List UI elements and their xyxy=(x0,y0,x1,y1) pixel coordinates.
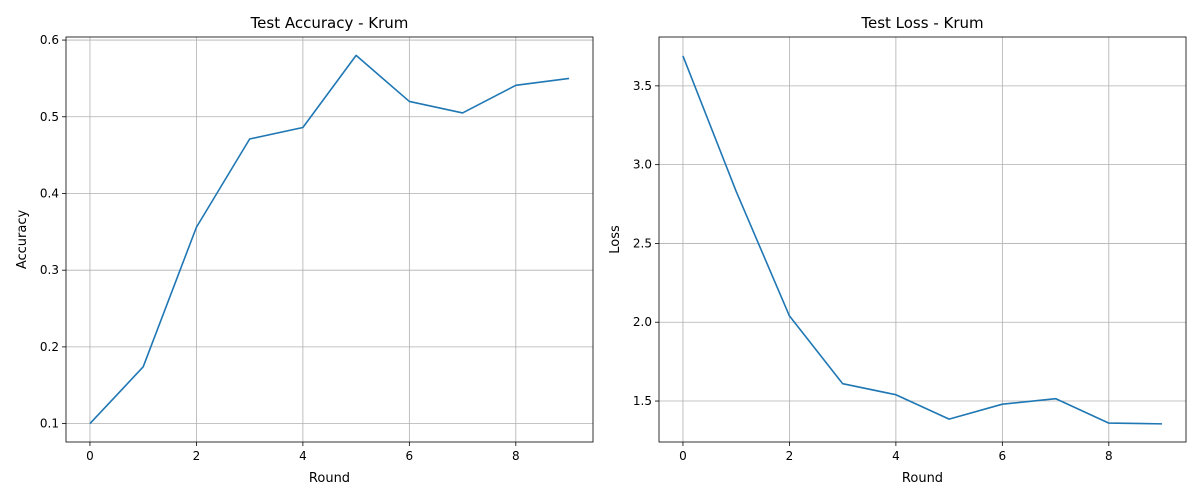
x-axis-label: Round xyxy=(902,471,943,486)
x-tick-label: 0 xyxy=(679,449,687,463)
y-tick-label: 2.5 xyxy=(633,236,652,250)
y-tick-label: 3.5 xyxy=(633,79,652,93)
loss-chart: 0 2 4 6 8 1.5 2.0 2.5 3.0 3.5 Test Loss - Krum Roun… xyxy=(608,14,1187,486)
y-tick-label: 0.1 xyxy=(40,417,59,431)
accuracy-chart: 0 2 4 6 8 0.1 0.2 0.3 0.4 0.5 0.6 Test Accuracy - K… xyxy=(15,14,594,486)
y-tick-label: 3.0 xyxy=(633,158,652,172)
x-tick-label: 2 xyxy=(193,449,201,463)
x-tick-label: 8 xyxy=(512,449,520,463)
y-tick-label: 0.3 xyxy=(40,263,59,277)
x-tick-label: 8 xyxy=(1105,449,1113,463)
y-tick-label: 0.6 xyxy=(40,33,59,47)
y-tick-label: 0.4 xyxy=(40,186,59,200)
y-axis-label: Loss xyxy=(608,225,623,254)
plot-frame xyxy=(65,36,594,443)
x-tick-label: 0 xyxy=(86,449,94,463)
y-tick-label: 2.0 xyxy=(633,315,652,329)
x-axis-label: Round xyxy=(309,471,350,486)
y-axis-label: Accuracy xyxy=(15,210,30,270)
plot-frame xyxy=(658,36,1187,443)
chart-title: Test Loss - Krum xyxy=(860,14,983,32)
x-tick-label: 4 xyxy=(299,449,307,463)
x-tick-label: 6 xyxy=(999,449,1007,463)
x-tick-label: 4 xyxy=(892,449,900,463)
y-tick-label: 1.5 xyxy=(633,394,652,408)
chart-title: Test Accuracy - Krum xyxy=(250,14,409,32)
series-line xyxy=(682,55,1163,425)
y-tick-label: 0.5 xyxy=(40,110,59,124)
x-tick-label: 6 xyxy=(406,449,414,463)
y-tick-label: 0.2 xyxy=(40,340,59,354)
x-tick-label: 2 xyxy=(786,449,794,463)
series-line xyxy=(89,54,570,425)
